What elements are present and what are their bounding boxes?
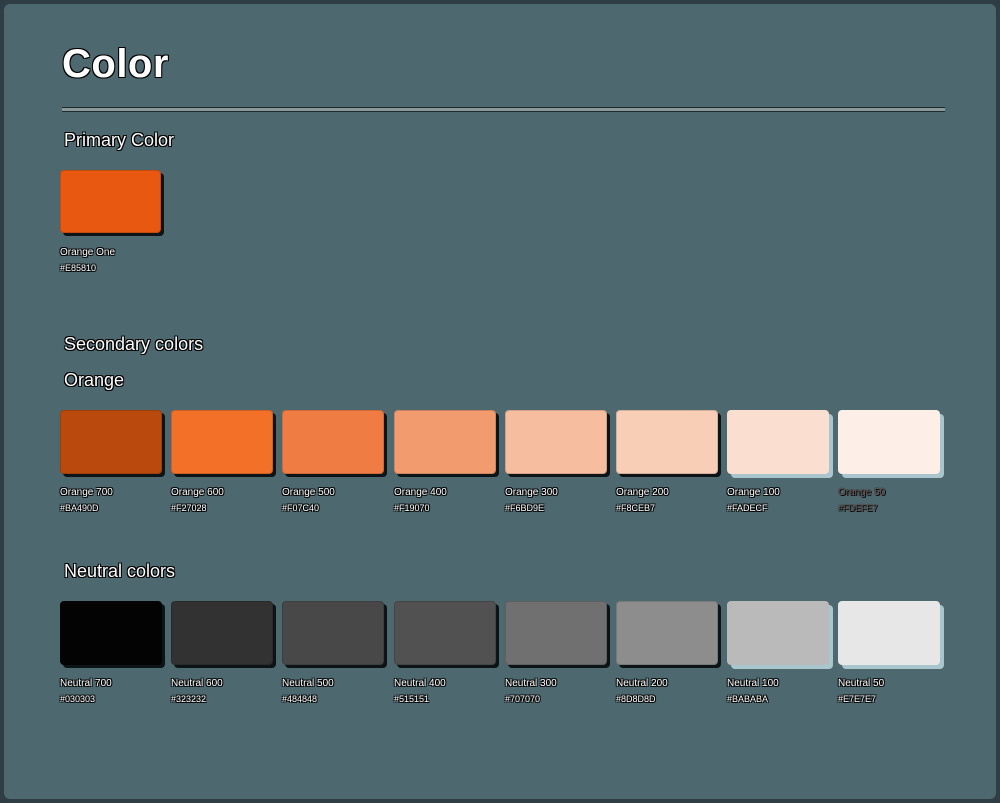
orange-swatch[interactable] — [282, 410, 384, 474]
neutral-swatch-hex: #8D8D8D — [616, 694, 656, 704]
orange-swatch[interactable] — [505, 410, 607, 474]
orange-swatch-hex: #F6BD9E — [505, 503, 545, 513]
neutral-swatch[interactable] — [727, 601, 829, 665]
orange-swatch-hex: #F8CEB7 — [616, 503, 656, 513]
orange-swatch-name: Orange 200 — [616, 487, 669, 498]
neutral-swatch-name: Neutral 500 — [282, 678, 334, 689]
neutral-swatch[interactable] — [171, 601, 273, 665]
neutral-swatch-name: Neutral 100 — [727, 678, 779, 689]
orange-swatch-hex: #FADECF — [727, 503, 768, 513]
primary-swatch[interactable] — [60, 170, 161, 233]
orange-swatch[interactable] — [616, 410, 718, 474]
neutral-swatch[interactable] — [838, 601, 940, 665]
neutral-swatch-name: Neutral 400 — [394, 678, 446, 689]
orange-swatch-name: Orange 600 — [171, 487, 224, 498]
orange-subheading: Orange — [64, 370, 125, 390]
orange-swatch-name: Orange 700 — [60, 487, 113, 498]
neutral-swatch-name: Neutral 700 — [60, 678, 112, 689]
neutral-swatch[interactable] — [282, 601, 384, 665]
orange-swatch-name: Orange 400 — [394, 487, 447, 498]
page-title: Color — [62, 42, 169, 86]
neutral-swatch[interactable] — [616, 601, 718, 665]
orange-swatch[interactable] — [60, 410, 162, 474]
neutral-colors-heading: Neutral colors — [64, 561, 176, 581]
orange-swatch-hex: #BA490D — [60, 503, 99, 513]
orange-swatch-hex: #F19070 — [394, 503, 430, 513]
orange-swatch-name: Orange 500 — [282, 487, 335, 498]
orange-swatch[interactable] — [838, 410, 940, 474]
neutral-swatch-hex: #323232 — [171, 694, 207, 704]
orange-swatch-hex: #FDEFE7 — [838, 503, 878, 513]
neutral-swatch-hex: #707070 — [505, 694, 541, 704]
secondary-colors-heading: Secondary colors — [64, 334, 204, 354]
orange-swatch-hex: #F07C40 — [282, 503, 320, 513]
primary-color-heading: Primary Color — [64, 130, 175, 150]
neutral-swatch-name: Neutral 50 — [838, 678, 885, 689]
orange-swatch-name: Orange 300 — [505, 487, 558, 498]
neutral-swatch-hex: #484848 — [282, 694, 318, 704]
orange-swatch[interactable] — [394, 410, 496, 474]
neutral-swatch-hex: #E7E7E7 — [838, 694, 877, 704]
orange-swatch[interactable] — [171, 410, 273, 474]
neutral-swatch-hex: #BABABA — [727, 694, 769, 704]
orange-swatch-name: Orange 100 — [727, 487, 780, 498]
neutral-swatch-name: Neutral 200 — [616, 678, 668, 689]
neutral-swatch[interactable] — [505, 601, 607, 665]
primary-swatch-name: Orange One — [60, 247, 116, 258]
neutral-swatch-name: Neutral 300 — [505, 678, 557, 689]
orange-swatch-hex: #F27028 — [171, 503, 207, 513]
neutral-swatch-name: Neutral 600 — [171, 678, 223, 689]
orange-swatch[interactable] — [727, 410, 829, 474]
title-divider — [62, 107, 945, 112]
neutral-swatch-hex: #030303 — [60, 694, 96, 704]
orange-swatch-name: Orange 50 — [838, 487, 886, 498]
neutral-swatch[interactable] — [60, 601, 162, 665]
neutral-swatch[interactable] — [394, 601, 496, 665]
primary-swatch-hex: #E85810 — [60, 263, 97, 273]
neutral-swatch-hex: #515151 — [394, 694, 430, 704]
